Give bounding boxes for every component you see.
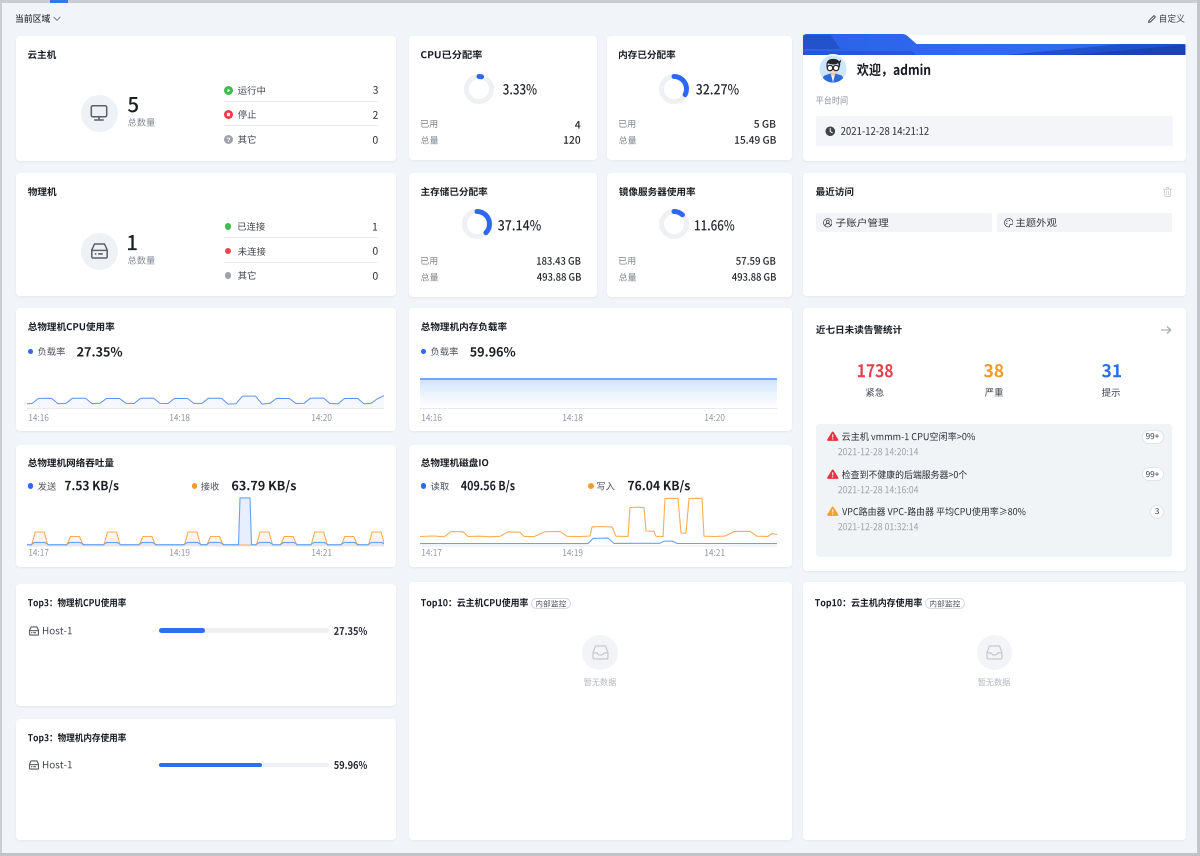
svg-text:?: ? (226, 137, 230, 144)
